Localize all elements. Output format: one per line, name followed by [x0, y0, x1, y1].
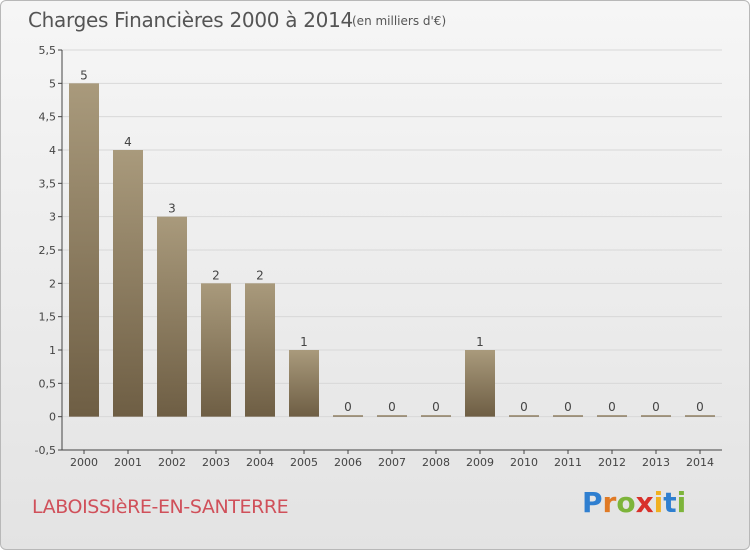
bar-2014: [685, 415, 715, 417]
y-tick-label: 1: [49, 344, 56, 357]
x-tick-label-2003: 2003: [202, 456, 230, 469]
x-tick-label-2005: 2005: [290, 456, 318, 469]
bar-2001: [113, 150, 143, 417]
bar-2008: [421, 415, 451, 417]
y-tick-label: 5: [49, 77, 56, 90]
y-tick-label: 4: [49, 144, 56, 157]
x-tick-label-2012: 2012: [598, 456, 626, 469]
bar-2010: [509, 415, 539, 417]
bar-2013: [641, 415, 671, 417]
x-tick-label-2010: 2010: [510, 456, 538, 469]
data-label-2013: 0: [652, 400, 660, 414]
y-tick-label: 3: [49, 211, 56, 224]
data-label-2009: 1: [476, 335, 484, 349]
bar-2000: [69, 83, 99, 417]
data-label-2005: 1: [300, 335, 308, 349]
x-tick-label-2009: 2009: [466, 456, 494, 469]
data-label-2000: 5: [80, 68, 88, 82]
x-tick-label-2014: 2014: [686, 456, 714, 469]
bar-2011: [553, 415, 583, 417]
proxiti-logo[interactable]: Proxiti: [582, 486, 687, 519]
x-tick-label-2002: 2002: [158, 456, 186, 469]
y-tick-label: 4,5: [39, 111, 57, 124]
chart-title: Charges Financières 2000 à 2014: [28, 8, 353, 32]
town-name: LABOISSIèRE-EN-SANTERRE: [32, 496, 289, 518]
bar-2002: [157, 216, 187, 417]
bar-2004: [245, 283, 275, 417]
data-label-2001: 4: [124, 135, 132, 149]
bar-2003: [201, 283, 231, 417]
data-label-2007: 0: [388, 400, 396, 414]
x-tick-label-2001: 2001: [114, 456, 142, 469]
y-tick-label: 5,5: [39, 44, 57, 57]
data-label-2004: 2: [256, 268, 264, 282]
data-label-2006: 0: [344, 400, 352, 414]
bar-2009: [465, 350, 495, 417]
data-label-2012: 0: [608, 400, 616, 414]
x-tick-label-2006: 2006: [334, 456, 362, 469]
x-tick-label-2008: 2008: [422, 456, 450, 469]
bar-2006: [333, 415, 363, 417]
data-label-2010: 0: [520, 400, 528, 414]
y-tick-label: 3,5: [39, 177, 57, 190]
x-tick-label-2000: 2000: [70, 456, 98, 469]
bar-2007: [377, 415, 407, 417]
data-label-2003: 2: [212, 268, 220, 282]
x-tick-label-2013: 2013: [642, 456, 670, 469]
data-label-2002: 3: [168, 202, 176, 216]
y-tick-label: -0,5: [35, 444, 56, 457]
data-label-2011: 0: [564, 400, 572, 414]
y-tick-label: 0,5: [39, 377, 57, 390]
bar-2012: [597, 415, 627, 417]
y-tick-label: 0: [49, 411, 56, 424]
chart-unit: (en milliers d'€): [352, 14, 447, 28]
y-tick-label: 1,5: [39, 311, 57, 324]
x-tick-label-2004: 2004: [246, 456, 274, 469]
bar-2005: [289, 350, 319, 417]
x-tick-label-2011: 2011: [554, 456, 582, 469]
data-label-2014: 0: [696, 400, 704, 414]
y-tick-label: 2,5: [39, 244, 57, 257]
data-label-2008: 0: [432, 400, 440, 414]
x-tick-label-2007: 2007: [378, 456, 406, 469]
y-tick-label: 2: [49, 277, 56, 290]
